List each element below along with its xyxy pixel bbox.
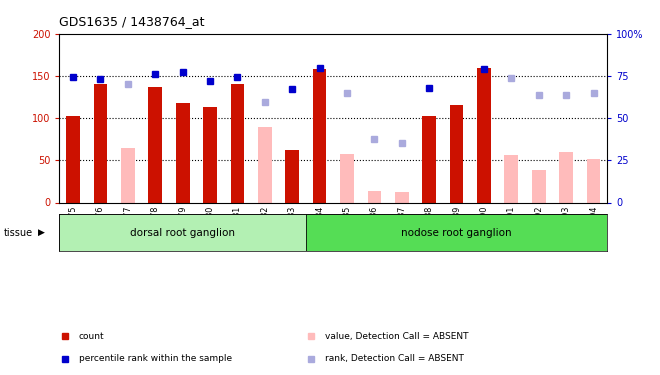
Text: tissue: tissue: [3, 228, 32, 237]
Text: GDS1635 / 1438764_at: GDS1635 / 1438764_at: [59, 15, 205, 28]
Bar: [559, 152, 573, 202]
Bar: [148, 87, 162, 202]
Bar: [477, 68, 491, 203]
Text: count: count: [79, 332, 104, 340]
Bar: [203, 107, 217, 202]
Bar: [340, 154, 354, 203]
Bar: [504, 155, 518, 203]
Bar: [230, 84, 244, 203]
Bar: [449, 105, 463, 202]
Bar: [59, 214, 306, 251]
Bar: [395, 192, 409, 202]
Bar: [587, 159, 601, 203]
Bar: [532, 170, 546, 202]
Text: dorsal root ganglion: dorsal root ganglion: [130, 228, 235, 237]
Text: percentile rank within the sample: percentile rank within the sample: [79, 354, 232, 363]
Text: nodose root ganglion: nodose root ganglion: [401, 228, 512, 237]
Bar: [422, 116, 436, 202]
Bar: [94, 84, 108, 203]
Bar: [258, 127, 272, 202]
Text: rank, Detection Call = ABSENT: rank, Detection Call = ABSENT: [325, 354, 464, 363]
Bar: [176, 103, 189, 202]
Bar: [66, 116, 80, 202]
Bar: [121, 148, 135, 202]
Bar: [313, 69, 327, 203]
Text: ▶: ▶: [38, 228, 44, 237]
Bar: [368, 190, 381, 202]
Bar: [306, 214, 607, 251]
Text: value, Detection Call = ABSENT: value, Detection Call = ABSENT: [325, 332, 469, 340]
Bar: [285, 150, 299, 202]
